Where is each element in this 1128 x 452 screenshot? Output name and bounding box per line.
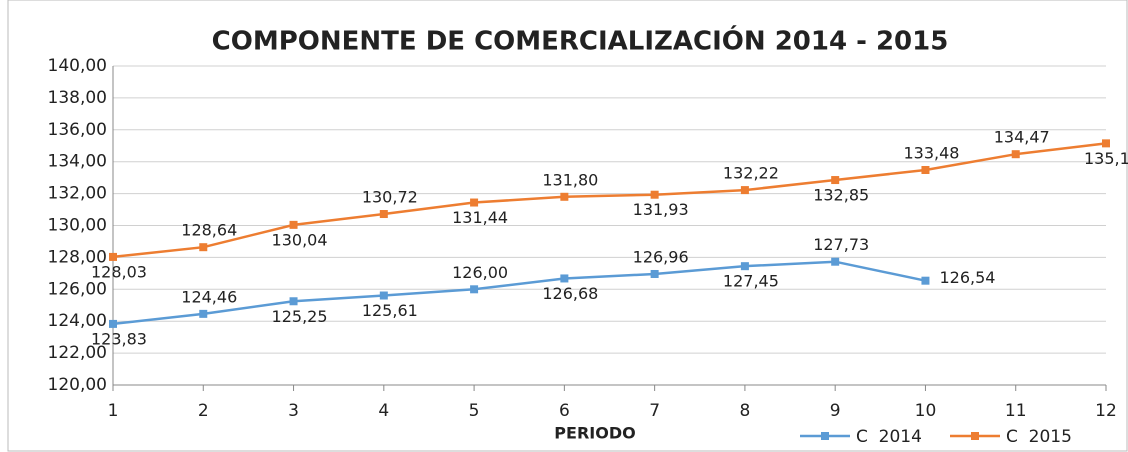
marker <box>470 198 479 207</box>
marker <box>650 269 659 278</box>
data-label: 131,93 <box>633 200 689 219</box>
data-label: 126,96 <box>633 247 689 266</box>
x-tick-label: 10 <box>915 401 937 421</box>
legend-marker <box>971 432 979 440</box>
y-tick-label: 126,00 <box>48 279 107 299</box>
x-tick-label: 3 <box>288 401 299 421</box>
y-tick-label: 122,00 <box>48 343 107 363</box>
marker <box>379 291 388 300</box>
series-line <box>112 142 1107 259</box>
marker <box>109 319 117 328</box>
x-tick-label: 7 <box>649 401 660 421</box>
data-label: 125,25 <box>272 307 328 326</box>
marker <box>831 257 840 266</box>
data-label: 130,72 <box>362 188 418 207</box>
legend-label: C 2015 <box>1006 427 1072 447</box>
y-tick-label: 130,00 <box>48 216 107 236</box>
chart-title: COMPONENTE DE COMERCIALIZACIÓN 2014 - 20… <box>212 25 949 57</box>
data-label: 127,45 <box>723 272 779 291</box>
x-tick-label: 11 <box>1005 401 1027 421</box>
data-label: 134,47 <box>994 128 1050 147</box>
marker <box>109 252 117 261</box>
chart-frame <box>7 0 1128 452</box>
data-label: 132,22 <box>723 164 779 183</box>
data-label: 123,83 <box>91 329 147 348</box>
x-tick-label: 2 <box>198 401 209 421</box>
y-tick-label: 134,00 <box>48 152 107 172</box>
y-tick-label: 140,00 <box>48 56 107 76</box>
y-tick-label: 136,00 <box>48 120 107 140</box>
marker <box>199 309 208 318</box>
data-label: 124,46 <box>181 287 237 306</box>
x-tick-label: 4 <box>378 401 389 421</box>
data-label: 131,80 <box>542 170 598 189</box>
marker <box>470 285 479 294</box>
data-label: 133,48 <box>903 143 959 162</box>
x-tick-label: 12 <box>1095 401 1117 421</box>
x-axis-label: PERIODO <box>554 424 635 443</box>
marker <box>289 220 298 229</box>
x-tick-label: 5 <box>469 401 480 421</box>
x-tick-label: 6 <box>559 401 570 421</box>
legend-label: C 2014 <box>856 427 922 447</box>
data-label: 128,03 <box>91 262 147 281</box>
marker <box>289 297 298 306</box>
y-tick-label: 120,00 <box>48 375 107 395</box>
series-line <box>112 260 926 326</box>
y-tick-label: 138,00 <box>48 88 107 108</box>
marker <box>921 276 930 285</box>
data-label: 126,54 <box>939 268 995 287</box>
data-label: 132,85 <box>813 186 869 205</box>
marker <box>199 243 208 252</box>
data-label: 135,15 <box>1084 149 1128 168</box>
y-tick-label: 124,00 <box>48 311 107 331</box>
marker <box>560 192 569 201</box>
marker <box>1011 150 1020 159</box>
data-label: 126,00 <box>452 263 508 282</box>
marker <box>650 190 659 199</box>
x-tick-label: 8 <box>739 401 750 421</box>
marker <box>831 176 840 185</box>
marker <box>1102 139 1110 148</box>
data-label: 125,61 <box>362 301 418 320</box>
data-label: 127,73 <box>813 235 869 254</box>
x-tick-label: 9 <box>830 401 841 421</box>
legend-marker <box>821 432 829 440</box>
marker <box>740 262 749 271</box>
marker <box>379 210 388 219</box>
y-tick-label: 128,00 <box>48 247 107 267</box>
data-label: 130,04 <box>272 230 328 249</box>
marker <box>560 274 569 283</box>
data-label: 126,68 <box>542 284 598 303</box>
x-tick-label: 1 <box>108 401 119 421</box>
marker <box>740 186 749 195</box>
y-tick-label: 132,00 <box>48 184 107 204</box>
marker <box>921 165 930 174</box>
data-label: 128,64 <box>181 221 237 240</box>
data-label: 131,44 <box>452 208 508 227</box>
